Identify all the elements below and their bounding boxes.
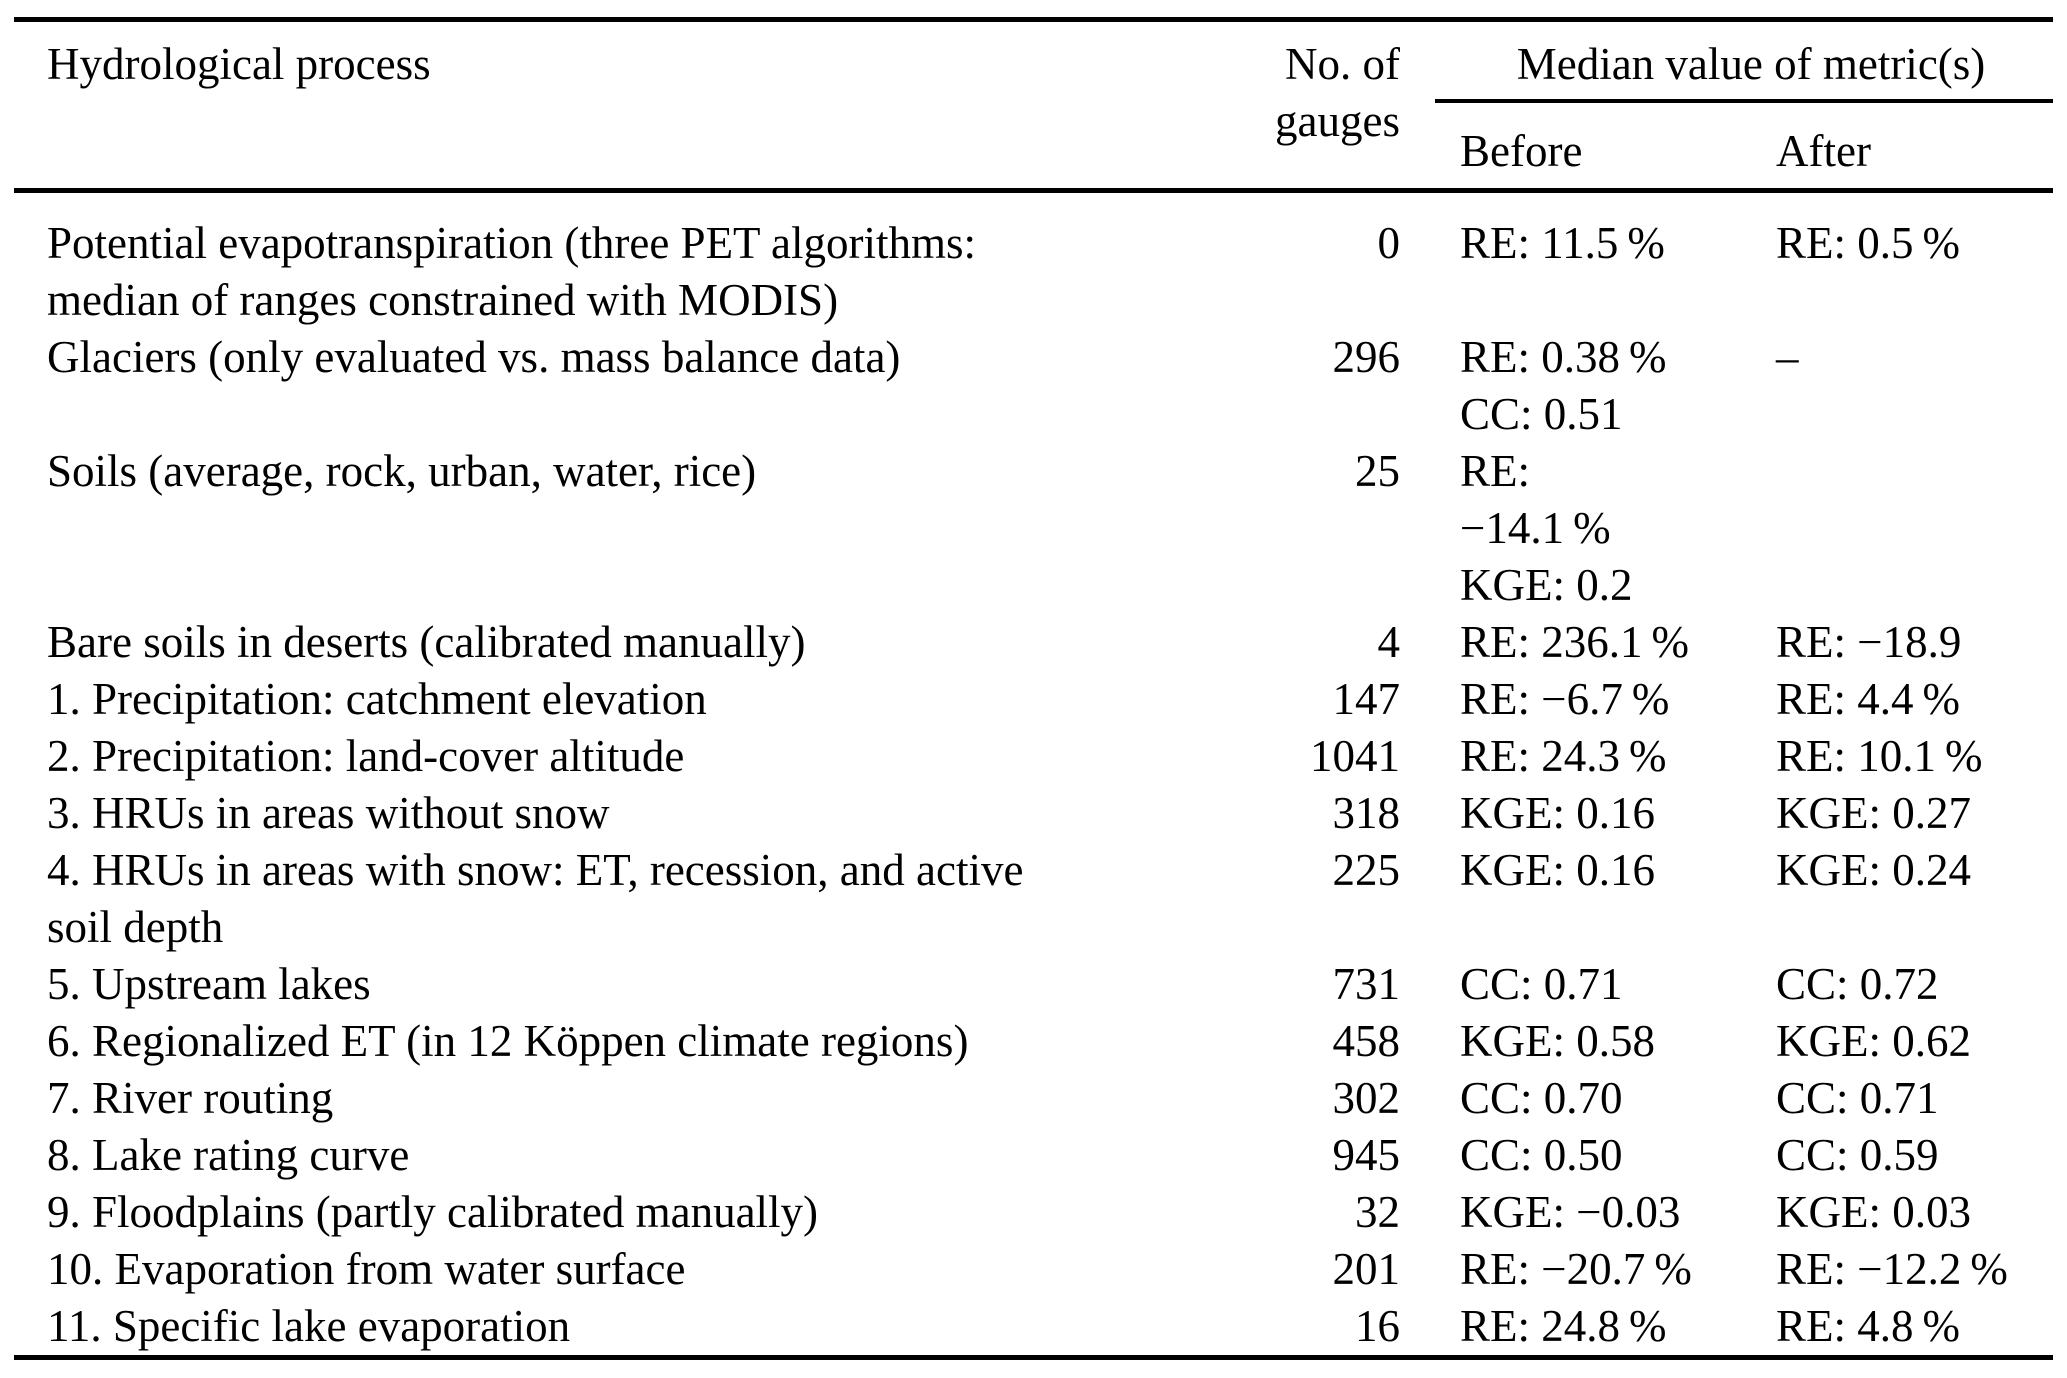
process-cell: 10. Evaporation from water surface: [47, 1244, 686, 1294]
table-row: 9. Floodplains (partly calibrated manual…: [0, 1184, 2067, 1241]
gauges-count-cell: 1041: [1310, 731, 1400, 781]
after-metric-cell: RE: −18.9: [1776, 617, 1962, 667]
before-metric-cell: RE: −14.1 % KGE: 0.2: [1460, 446, 1633, 610]
gauges-count-cell: 945: [1332, 1130, 1401, 1180]
after-metric-cell: –: [1776, 332, 1799, 382]
gauges-count-cell: 318: [1332, 788, 1401, 838]
table-row: Glaciers (only evaluated vs. mass balanc…: [0, 329, 2067, 443]
column-header-after: After: [1776, 126, 1871, 176]
gauges-count-cell: 0: [1377, 218, 1401, 268]
process-cell: 2. Precipitation: land-cover altitude: [47, 731, 685, 781]
gauges-count-cell: 25: [1355, 446, 1400, 496]
before-metric-cell: CC: 0.71: [1460, 959, 1623, 1009]
gauges-count-cell: 147: [1332, 674, 1401, 724]
table-row: Bare soils in deserts (calibrated manual…: [0, 614, 2067, 671]
table-row: 7. River routing 302 CC: 0.70 CC: 0.71: [0, 1070, 2067, 1127]
before-metric-cell: KGE: 0.58: [1460, 1016, 1655, 1066]
after-metric-cell: RE: 4.8 %: [1776, 1301, 1960, 1351]
table-row: 11. Specific lake evaporation 16 RE: 24.…: [0, 1298, 2067, 1355]
after-metric-cell: RE: 0.5 %: [1776, 218, 1960, 268]
gauges-count-cell: 225: [1332, 845, 1401, 895]
column-header-gauges: No. of gauges: [1275, 39, 1400, 146]
before-metric-cell: RE: 236.1 %: [1460, 617, 1689, 667]
process-cell: 6. Regionalized ET (in 12 Köppen climate…: [47, 1016, 969, 1066]
metrics-group-rule: [1435, 99, 2053, 103]
before-metric-cell: CC: 0.70: [1460, 1073, 1623, 1123]
after-metric-cell: KGE: 0.27: [1776, 788, 1971, 838]
gauges-count-cell: 201: [1332, 1244, 1401, 1294]
table-row: 2. Precipitation: land-cover altitude 10…: [0, 728, 2067, 785]
table-row: 4. HRUs in areas with snow: ET, recessio…: [0, 842, 2067, 956]
table-header-row-2: Before After: [0, 103, 2067, 188]
table-row: 3. HRUs in areas without snow 318 KGE: 0…: [0, 785, 2067, 842]
process-cell: Glaciers (only evaluated vs. mass balanc…: [47, 332, 901, 382]
gauges-count-cell: 296: [1332, 332, 1401, 382]
process-cell: 9. Floodplains (partly calibrated manual…: [47, 1187, 819, 1237]
before-metric-cell: KGE: −0.03: [1460, 1187, 1681, 1237]
process-cell: Bare soils in deserts (calibrated manual…: [47, 617, 806, 667]
table-row: Soils (average, rock, urban, water, rice…: [0, 443, 2067, 614]
before-metric-cell: RE: 24.8 %: [1460, 1301, 1667, 1351]
process-cell: 4. HRUs in areas with snow: ET, recessio…: [47, 845, 1024, 952]
table-header-row-1: Hydrological process No. of gauges Media…: [0, 22, 2067, 146]
before-metric-cell: RE: 24.3 %: [1460, 731, 1667, 781]
before-metric-cell: RE: −6.7 %: [1460, 674, 1670, 724]
before-metric-cell: RE: 11.5 %: [1460, 218, 1665, 268]
before-metric-cell: CC: 0.50: [1460, 1130, 1623, 1180]
table-body: Potential evapotranspiration (three PET …: [0, 193, 2067, 1355]
table-row: 1. Precipitation: catchment elevation 14…: [0, 671, 2067, 728]
after-metric-cell: KGE: 0.24: [1776, 845, 1971, 895]
gauges-count-cell: 16: [1355, 1301, 1400, 1351]
column-header-before: Before: [1460, 126, 1583, 176]
after-metric-cell: CC: 0.72: [1776, 959, 1939, 1009]
top-rule: [14, 17, 2053, 22]
before-metric-cell: RE: 0.38 % CC: 0.51: [1460, 332, 1667, 439]
process-cell: 5. Upstream lakes: [47, 959, 371, 1009]
after-metric-cell: RE: 10.1 %: [1776, 731, 1983, 781]
process-cell: Soils (average, rock, urban, water, rice…: [47, 446, 757, 496]
after-metric-cell: CC: 0.71: [1776, 1073, 1939, 1123]
table-row: 10. Evaporation from water surface 201 R…: [0, 1241, 2067, 1298]
column-header-process: Hydrological process: [47, 39, 431, 89]
before-metric-cell: KGE: 0.16: [1460, 845, 1655, 895]
table-row: 6. Regionalized ET (in 12 Köppen climate…: [0, 1013, 2067, 1070]
before-metric-cell: RE: −20.7 %: [1460, 1244, 1692, 1294]
header-rule: [14, 188, 2053, 193]
gauges-count-cell: 32: [1355, 1187, 1400, 1237]
process-cell: 3. HRUs in areas without snow: [47, 788, 610, 838]
gauges-count-cell: 4: [1377, 617, 1401, 667]
table-row: 5. Upstream lakes 731 CC: 0.71 CC: 0.72: [0, 956, 2067, 1013]
table-row: 8. Lake rating curve 945 CC: 0.50 CC: 0.…: [0, 1127, 2067, 1184]
bottom-rule: [14, 1355, 2053, 1360]
process-cell: 7. River routing: [47, 1073, 334, 1123]
process-cell: 8. Lake rating curve: [47, 1130, 410, 1180]
before-metric-cell: KGE: 0.16: [1460, 788, 1655, 838]
table-row: Potential evapotranspiration (three PET …: [0, 215, 2067, 329]
after-metric-cell: RE: −12.2 %: [1776, 1244, 2008, 1294]
column-header-metrics-group: Median value of metric(s): [1516, 39, 1986, 89]
process-cell: Potential evapotranspiration (three PET …: [47, 218, 976, 325]
after-metric-cell: KGE: 0.03: [1776, 1187, 1971, 1237]
after-metric-cell: CC: 0.59: [1776, 1130, 1939, 1180]
gauges-count-cell: 302: [1332, 1073, 1401, 1123]
after-metric-cell: RE: 4.4 %: [1776, 674, 1960, 724]
process-cell: 1. Precipitation: catchment elevation: [47, 674, 707, 724]
gauges-count-cell: 458: [1332, 1016, 1401, 1066]
gauges-count-cell: 731: [1332, 959, 1401, 1009]
process-cell: 11. Specific lake evaporation: [47, 1301, 571, 1351]
after-metric-cell: KGE: 0.62: [1776, 1016, 1971, 1066]
